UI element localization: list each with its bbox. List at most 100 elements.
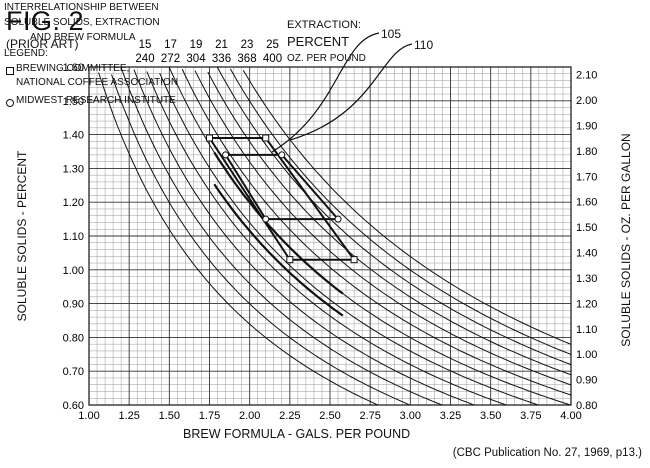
extraction-unit-percent: PERCENT [287, 34, 350, 49]
extraction-ozlb-label: 304 [186, 53, 206, 65]
x-tick-label: 1.50 [159, 410, 180, 422]
extraction-percent-label: 19 [190, 39, 203, 51]
callout-label-110: 110 [414, 38, 434, 52]
y2-tick-label: 2.10 [576, 70, 597, 82]
x-tick-label: 2.00 [239, 410, 260, 422]
y-axis-label-right: SOLUBLE SOLIDS - OZ. PER GALLON [619, 133, 633, 347]
y-tick-label: 1.10 [63, 231, 84, 243]
extraction-percent-label: 25 [266, 39, 279, 51]
x-tick-label: 2.75 [359, 410, 380, 422]
extraction-curve-21 [181, 68, 572, 396]
y-tick-label: 1.20 [63, 197, 84, 209]
midwest-circle-marker [334, 215, 342, 223]
extraction-curve-16 [120, 67, 443, 406]
y-tick-label: 1.50 [63, 96, 84, 108]
x-tick-label: 2.25 [279, 410, 300, 422]
committee-square-marker [262, 134, 270, 142]
extraction-curve-19 [159, 72, 540, 406]
bold-curve-18-6 [213, 183, 344, 317]
x-tick-label: 3.75 [520, 410, 541, 422]
y2-tick-label: 2.00 [576, 95, 597, 107]
legend-heading: LEGEND: [4, 48, 48, 59]
y2-tick-label: 1.90 [576, 120, 597, 132]
y2-tick-label: 1.30 [576, 273, 597, 285]
y-tick-label: 1.60 [63, 62, 84, 74]
x-tick-label: 3.00 [400, 410, 421, 422]
legend-entry-midwest: MIDWEST RESEARCH INSTITUTE [16, 95, 176, 106]
figure-subtitle: (PRIOR ART) [6, 37, 79, 51]
x-tick-label: 1.25 [118, 410, 139, 422]
x-tick-label: 3.25 [440, 410, 461, 422]
x-axis-label: BREW FORMULA - GALS. PER POUND [183, 427, 411, 441]
callout-line-105 [271, 32, 380, 153]
legend-entry-committee-line-2: NATIONAL COFFEE ASSOCIATION [16, 77, 179, 88]
y2-tick-label: 1.70 [576, 171, 597, 183]
y-tick-label: 1.30 [63, 163, 84, 175]
committee-square-marker [350, 256, 358, 264]
y-tick-label: 0.60 [63, 400, 84, 412]
extraction-curve-25 [229, 68, 572, 355]
extraction-percent-label: 21 [215, 39, 228, 51]
y2-tick-label: 1.10 [576, 324, 597, 336]
legend-title-line-1: INTERRELATIONSHIP BETWEEN [4, 2, 159, 13]
extraction-percent-label: 15 [139, 39, 152, 51]
y2-tick-label: 1.80 [576, 146, 597, 158]
y2-tick-label: 1.40 [576, 248, 597, 260]
midwest-circle-marker [222, 151, 230, 159]
bold-curve-20 [213, 151, 344, 295]
extraction-curve-15 [111, 74, 411, 406]
x-tick-label: 1.00 [78, 410, 99, 422]
extraction-curve-23 [207, 71, 572, 376]
legend-box: INTERRELATIONSHIP BETWEEN SOLUBLE SOLIDS… [0, 0, 208, 120]
callout-lines [271, 32, 413, 153]
y2-tick-label: 0.80 [576, 400, 597, 412]
y-tick-label: 1.00 [63, 265, 84, 277]
source-note: (CBC Publication No. 27, 1969, p13.) [452, 447, 642, 459]
extraction-curve-22 [194, 70, 572, 386]
x-tick-label: 3.50 [480, 410, 501, 422]
circle-marker-icon [6, 99, 14, 107]
extraction-ozlb-label: 272 [161, 53, 180, 65]
extraction-title: EXTRACTION: [287, 19, 361, 31]
y2-tick-label: 1.50 [576, 222, 597, 234]
extraction-ozlb-label: 240 [135, 53, 154, 65]
midwest-circle-marker [262, 215, 270, 223]
y-axis-label-left: SOLUBLE SOLIDS - PERCENT [15, 150, 29, 322]
y-tick-label: 0.90 [63, 299, 84, 311]
extraction-curve-18 [146, 71, 507, 406]
legend-entry-committee-line-1: BREWING COMMITTEE, [16, 63, 130, 74]
extraction-ozlb-label: 336 [212, 53, 231, 65]
brew-regions [206, 134, 358, 317]
y-tick-label: 1.40 [63, 130, 84, 142]
plot-frame [88, 66, 572, 406]
extraction-curve-14 [98, 72, 379, 406]
extraction-ozlb-label: 400 [263, 53, 282, 65]
legend-title-line-3: AND BREW FORMULA [30, 32, 136, 43]
x-tick-label: 4.00 [560, 410, 581, 422]
extraction-curve-24 [217, 67, 572, 366]
y2-tick-label: 1.00 [576, 349, 597, 361]
x-tick-label: 2.50 [319, 410, 340, 422]
extraction-percent-label: 17 [164, 39, 177, 51]
y2-tick-label: 1.20 [576, 298, 597, 310]
x-tick-label: 1.75 [199, 410, 220, 422]
y2-tick-label: 0.90 [576, 375, 597, 387]
y2-tick-label: 1.60 [576, 197, 597, 209]
extraction-curve-17 [133, 69, 475, 406]
extraction-percent-label: 23 [241, 39, 254, 51]
midwest-circle-marker [278, 151, 286, 159]
callout-label-105: 105 [381, 27, 402, 41]
axis-ticks: 1.00 1.25 1.50 1.75 2.00 2.25 2.50 2.75 3.00 3.25… [63, 39, 598, 422]
committee-square-marker [286, 256, 294, 264]
committee-square-marker [206, 134, 213, 142]
extraction-curve-26 [242, 69, 572, 345]
legend-title-line-2: SOLUBLE SOLIDS, EXTRACTION [4, 17, 160, 28]
extraction-curves [98, 67, 572, 406]
figure-title: FIG. 2 [6, 6, 85, 36]
extraction-ozlb-label: 368 [237, 53, 256, 65]
square-marker-icon [6, 67, 14, 75]
callout-line-110 [289, 43, 413, 141]
extraction-unit-ozlb: OZ. PER POUND [287, 53, 366, 64]
y-tick-label: 0.70 [63, 366, 84, 378]
